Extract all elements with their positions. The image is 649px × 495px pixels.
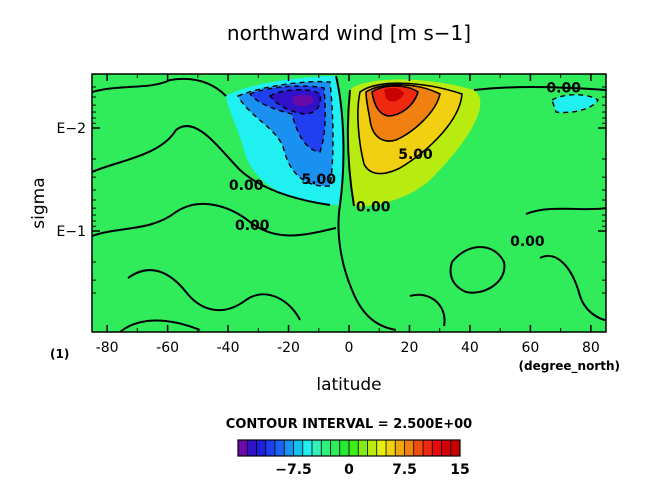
- colorbar: [237, 439, 461, 457]
- y-tick-label: E−1: [57, 224, 86, 240]
- colorbar-ticks: −7.5 0 7.5 15: [275, 462, 470, 478]
- x-tick-label: -60: [156, 340, 179, 356]
- colorbar-swatch: [312, 440, 322, 456]
- colorbar-swatch: [432, 440, 442, 456]
- x-tick-label: -80: [96, 340, 119, 356]
- colorbar-swatch: [275, 440, 285, 456]
- colorbar-swatch: [441, 440, 452, 456]
- plot-area: 0.00 5.00 5.00 0.00 0.00 0.00 0.00: [91, 73, 607, 333]
- colorbar-swatch: [395, 440, 405, 456]
- colorbar-tick-label: −7.5: [275, 462, 312, 478]
- colorbar-swatch: [330, 440, 341, 456]
- contour-label: 5.00: [301, 172, 336, 188]
- colorbar-swatch: [386, 440, 396, 456]
- colorbar-swatch: [247, 440, 257, 456]
- negative-patch-upper-right: [552, 94, 598, 113]
- colorbar-frame: [237, 439, 461, 457]
- colorbar-swatch: [376, 440, 387, 456]
- x-axis: -80 -60 -40 -20 0 20 40 60 80: [96, 74, 600, 356]
- x-tick-label: 80: [582, 340, 600, 356]
- colorbar-swatch: [265, 440, 276, 456]
- y-tick-label: E−2: [57, 121, 86, 137]
- x-axis-label: latitude: [316, 375, 381, 395]
- contour-fill: [92, 75, 606, 332]
- colorbar-swatch: [284, 440, 294, 456]
- contour-labels: 0.00 5.00 5.00 0.00 0.00 0.00 0.00: [229, 80, 581, 250]
- chart-title: northward wind [m s−1]: [227, 21, 471, 45]
- x-tick-label: 0: [345, 340, 354, 356]
- contour-label: 0.00: [546, 80, 581, 96]
- colorbar-swatch: [256, 440, 267, 456]
- x-tick-label: -40: [217, 340, 240, 356]
- contour-label: 0.00: [235, 218, 270, 234]
- colorbar-swatch: [349, 440, 359, 456]
- contour-label: 0.00: [510, 234, 545, 250]
- colorbar-swatch: [302, 440, 313, 456]
- dashed-contours: [237, 80, 599, 187]
- contour-label: 0.00: [356, 200, 391, 216]
- x-tick-label: 60: [521, 340, 539, 356]
- negative-region-peak: [292, 94, 314, 107]
- x-tick-label: 20: [401, 340, 419, 356]
- colorbar-swatch: [293, 440, 304, 456]
- colorbar-swatch: [339, 440, 350, 456]
- y-axis: E−2 E−1: [57, 73, 606, 294]
- colorbar-swatch: [321, 440, 331, 456]
- contour-label: 0.00: [229, 178, 264, 194]
- x-tick-label: -20: [277, 340, 300, 356]
- contour-interval-text: CONTOUR INTERVAL = 2.500E+00: [226, 417, 472, 432]
- colorbar-swatch: [358, 440, 368, 456]
- positive-contours: [357, 82, 463, 175]
- x-axis-units: (degree_north): [519, 359, 620, 374]
- x-tick-label: 40: [461, 340, 479, 356]
- contour-lines: [92, 75, 606, 332]
- y-axis-label: sigma: [29, 177, 49, 228]
- colorbar-swatch: [423, 440, 433, 456]
- colorbar-tick-label: 15: [450, 462, 469, 478]
- colorbar-swatch: [367, 440, 378, 456]
- colorbar-swatch: [404, 440, 415, 456]
- positive-region-peak: [384, 87, 404, 102]
- panel-label: (1): [50, 347, 69, 361]
- colorbar-tick-label: 7.5: [392, 462, 417, 478]
- colorbar-swatch: [450, 440, 461, 456]
- contour-label: 5.00: [398, 147, 433, 163]
- colorbar-swatch: [413, 440, 424, 456]
- colorbar-swatch: [238, 440, 248, 456]
- colorbar-tick-label: 0: [344, 462, 354, 478]
